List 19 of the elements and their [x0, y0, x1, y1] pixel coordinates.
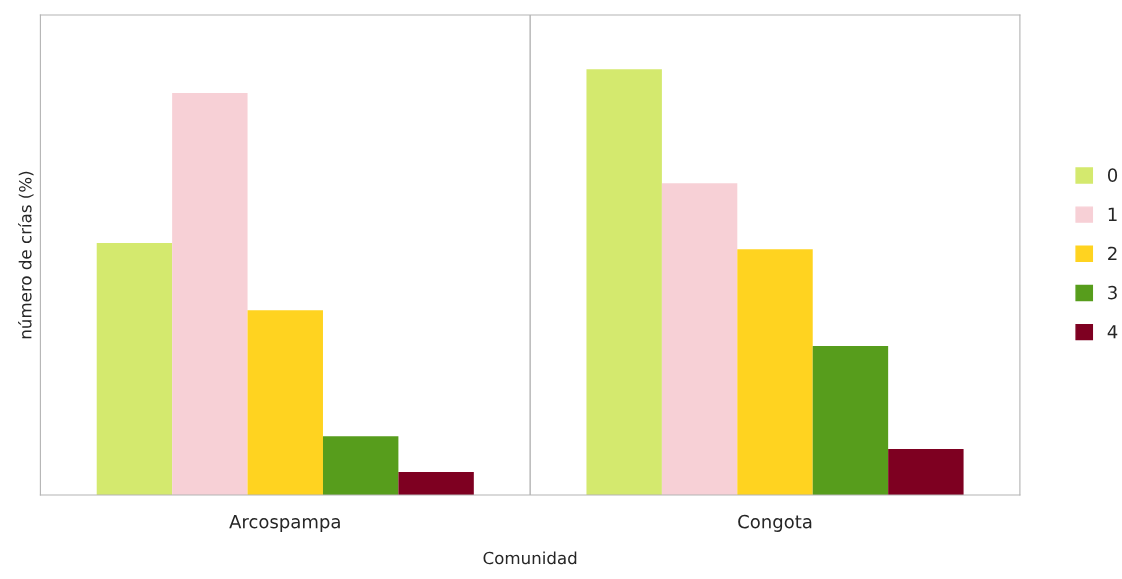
y-axis-title: número de crías (%) [18, 171, 34, 339]
bar [812, 345, 889, 496]
bar [586, 69, 662, 496]
bar [737, 249, 813, 496]
bar [96, 242, 173, 496]
bar [322, 436, 399, 496]
bar [172, 92, 248, 496]
x-tick-label: Congota [738, 514, 812, 532]
bar [247, 310, 323, 496]
legend-label: 4 [1107, 325, 1118, 339]
bar [661, 183, 738, 496]
legend-label: 3 [1108, 285, 1117, 300]
bar [398, 472, 474, 496]
legend-label: 1 [1108, 207, 1117, 221]
x-tick-label: Arcospampa [229, 515, 340, 532]
legend-label: 0 [1107, 168, 1118, 182]
bar [888, 449, 964, 496]
x-axis-title: Comunidad [483, 551, 577, 565]
legend-label: 2 [1108, 246, 1117, 261]
